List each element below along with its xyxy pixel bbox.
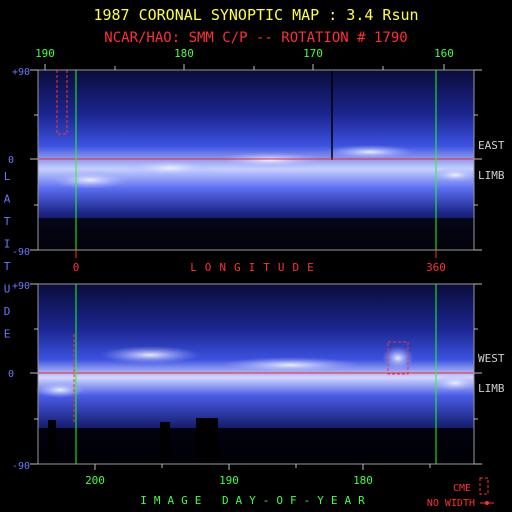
bottom-dark-block	[160, 422, 170, 464]
longitude-ticks	[75, 250, 437, 258]
top-streamer-glow	[215, 152, 325, 168]
latitude-axis-letter: I	[4, 238, 11, 251]
top-panel-dark-region	[38, 218, 474, 250]
top-day-tick-label: 160	[434, 47, 454, 60]
top-side-label-east: EAST	[478, 139, 505, 152]
page-title: 1987 CORONAL SYNOPTIC MAP : 3.4 Rsun	[93, 6, 418, 24]
bottom-streamer-glow	[433, 375, 477, 391]
top-day-tick-label: 170	[303, 47, 323, 60]
legend-no-width-label: NO WIDTH	[427, 498, 475, 509]
bottom-side-label-west: WEST	[478, 352, 505, 365]
longitude-tick-label-360: 360	[426, 261, 446, 274]
bottom-cme-marker	[387, 341, 409, 375]
bottom-side-label-limb: LIMB	[478, 382, 505, 395]
bottom-dark-block	[196, 418, 218, 464]
day-of-year-axis-label: IMAGE DAY-OF-YEAR	[140, 494, 372, 507]
bottom-panel-dark-region	[38, 428, 474, 464]
longitude-tick-label-0: 0	[73, 261, 80, 274]
top-day-tick-label: 190	[35, 47, 55, 60]
bottom-streamer-glow	[100, 346, 200, 364]
page-subtitle: NCAR/HAO: SMM C/P -- ROTATION # 1790	[104, 30, 407, 46]
latitude-axis-letter: U	[4, 283, 11, 296]
bottom-panel-ticks	[30, 283, 482, 470]
top-panel-frame	[37, 69, 475, 251]
top-streamer-glow	[325, 145, 415, 159]
legend-cme-label: CME	[453, 483, 471, 494]
top-lat-tick-label: +90	[12, 67, 30, 78]
top-lat-tick-label: -90	[12, 247, 30, 258]
top-day-tick-label: 180	[174, 47, 194, 60]
bottom-streamer-glow	[382, 346, 414, 370]
latitude-axis-letter: A	[4, 193, 11, 206]
cme-legend: CME NO WIDTH	[427, 477, 494, 509]
top-streamer-glow	[433, 168, 477, 182]
bottom-day-tick-label: 200	[85, 474, 105, 487]
bottom-panel-frame	[37, 283, 475, 465]
latitude-axis-letter: E	[4, 328, 11, 341]
bottom-lat-tick-label: 0	[8, 369, 14, 380]
bottom-panel: +90 0 -90 200 190 180 WEST LIMB	[8, 281, 505, 487]
bottom-day-tick-label: 190	[219, 474, 239, 487]
bottom-lat-tick-label: +90	[12, 281, 30, 292]
bottom-day-tick-label: 180	[353, 474, 373, 487]
legend-cme-symbol	[479, 477, 489, 495]
latitude-axis-letter: T	[4, 215, 11, 228]
top-lat-tick-label: 0	[8, 155, 14, 166]
top-streamer-glow	[50, 171, 130, 189]
bottom-streamer-glow	[220, 357, 360, 373]
legend-no-width-symbol	[485, 501, 489, 505]
latitude-axis-letter: L	[4, 170, 11, 183]
bottom-streamer-glow	[35, 382, 85, 398]
latitude-axis-letter: T	[4, 260, 11, 273]
bottom-dark-block	[48, 420, 56, 464]
bottom-lat-tick-label: -90	[12, 461, 30, 472]
top-panel-ticks	[30, 64, 482, 251]
top-streamer-glow	[125, 160, 215, 176]
top-side-label-limb: LIMB	[478, 169, 505, 182]
latitude-axis-letter: D	[4, 305, 11, 318]
top-panel: +90 0 -90 190 180 170 160 EAST LIMB	[8, 47, 505, 258]
longitude-axis-label: LONGITUDE	[190, 261, 322, 274]
